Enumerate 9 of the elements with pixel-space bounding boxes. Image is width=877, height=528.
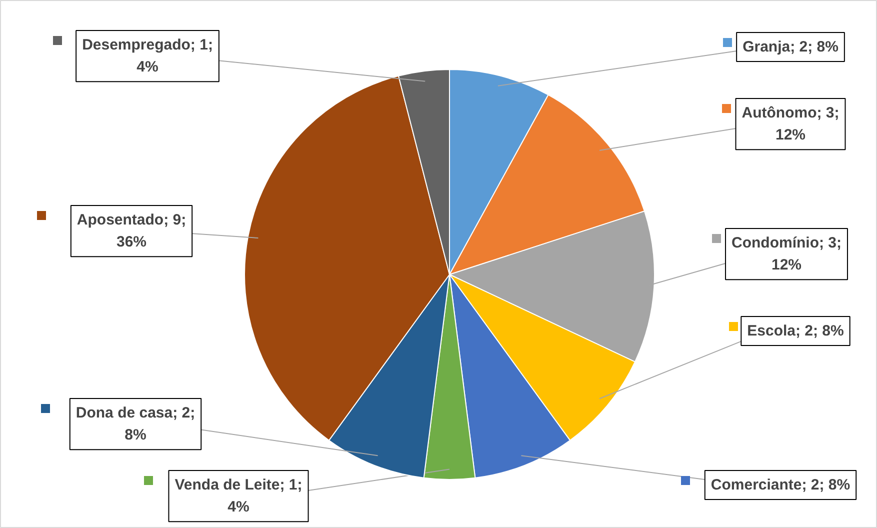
legend-label: Desempregado; 1; 4% [82,36,213,76]
legend-label: Escola; 2; 8% [747,322,844,340]
legend-label: Aposentado; 9; 36% [76,212,186,251]
legend-label: Condomínio; 3; 12% [732,234,842,274]
legend-label: Autônomo; 3; 12% [742,104,840,144]
legend-label: Comerciante; 2; 8% [710,476,850,494]
legend-label: Granja; 2; 8% [742,38,838,56]
legend-label: Dona de casa; 2; 8% [76,404,196,444]
legend-label: Venda de Leite; 1; 4% [174,476,302,516]
